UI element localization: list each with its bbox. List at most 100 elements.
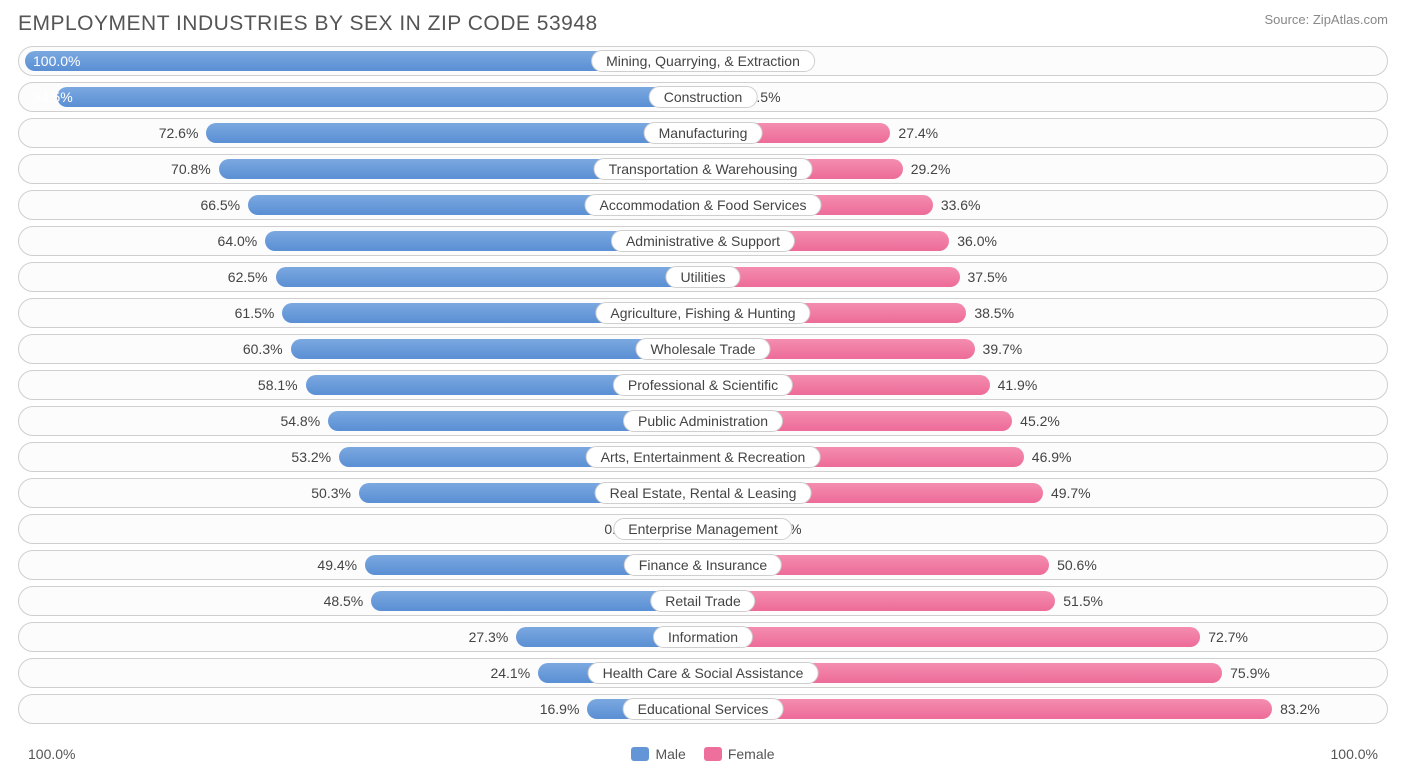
female-percent-label: 33.6% [941,197,981,213]
category-label: Enterprise Management [613,518,792,540]
female-percent-label: 39.7% [983,341,1023,357]
category-label: Retail Trade [650,590,755,612]
chart-row: Accommodation & Food Services 66.5% 33.6% [18,190,1388,220]
category-label: Information [653,626,753,648]
row-inner: Agriculture, Fishing & Hunting 61.5% 38.5% [19,299,1387,327]
female-percent-label: 50.6% [1057,557,1097,573]
male-bar [206,123,703,143]
row-inner: Utilities 62.5% 37.5% [19,263,1387,291]
chart-row: Professional & Scientific58.1%41.9% [18,370,1388,400]
male-percent-label: 94.5% [33,89,73,105]
chart-container: EMPLOYMENT INDUSTRIES BY SEX IN ZIP CODE… [0,0,1406,776]
female-percent-label: 49.7% [1051,485,1091,501]
female-percent-label: 37.5% [968,269,1008,285]
row-inner: Public Administration 54.8% 45.2% [19,407,1387,435]
female-percent-label: 27.4% [898,125,938,141]
legend-label: Male [655,746,685,762]
category-label: Health Care & Social Assistance [588,662,819,684]
male-percent-label: 53.2% [291,449,331,465]
row-inner: Mining, Quarrying, & Extraction100.0%0.0… [19,47,1387,75]
axis-left-label: 100.0% [28,746,75,762]
chart-row: Information 27.3% 72.7% [18,622,1388,652]
male-bar [57,87,703,107]
chart-row: Health Care & Social Assistance24.1%75.9… [18,658,1388,688]
male-percent-label: 62.5% [228,269,268,285]
row-inner: Educational Services 16.9% 83.2% [19,695,1387,723]
row-inner: Professional & Scientific58.1%41.9% [19,371,1387,399]
legend-item: Male [631,746,685,762]
male-percent-label: 70.8% [171,161,211,177]
legend-label: Female [728,746,775,762]
legend-swatch [704,747,722,761]
category-label: Arts, Entertainment & Recreation [586,446,821,468]
category-label: Real Estate, Rental & Leasing [595,482,812,504]
male-percent-label: 60.3% [243,341,283,357]
row-inner: Health Care & Social Assistance24.1%75.9… [19,659,1387,687]
male-percent-label: 16.9% [540,701,580,717]
row-inner: Enterprise Management0.0%0.0% [19,515,1387,543]
male-percent-label: 58.1% [258,377,298,393]
category-label: Construction [649,86,758,108]
row-inner: Real Estate, Rental & Leasing50.3%49.7% [19,479,1387,507]
male-percent-label: 48.5% [324,593,364,609]
male-bar [276,267,704,287]
category-label: Utilities [665,266,740,288]
category-label: Public Administration [623,410,783,432]
male-percent-label: 100.0% [33,53,80,69]
chart-row: Wholesale Trade60.3%39.7% [18,334,1388,364]
chart-row: Real Estate, Rental & Leasing50.3%49.7% [18,478,1388,508]
chart-row: Public Administration 54.8% 45.2% [18,406,1388,436]
chart-row: Mining, Quarrying, & Extraction100.0%0.0… [18,46,1388,76]
category-label: Manufacturing [644,122,763,144]
male-percent-label: 66.5% [200,197,240,213]
row-inner: Transportation & Warehousing 70.8% 29.2% [19,155,1387,183]
legend-item: Female [704,746,775,762]
chart-row: Utilities 62.5% 37.5% [18,262,1388,292]
chart-row: Transportation & Warehousing 70.8% 29.2% [18,154,1388,184]
female-percent-label: 72.7% [1208,629,1248,645]
category-label: Accommodation & Food Services [585,194,822,216]
chart-row: Arts, Entertainment & Recreation 53.2% 46.… [18,442,1388,472]
category-label: Educational Services [623,698,784,720]
category-label: Administrative & Support [611,230,795,252]
row-inner: Arts, Entertainment & Recreation 53.2% 46.… [19,443,1387,471]
female-percent-label: 51.5% [1063,593,1103,609]
male-percent-label: 54.8% [280,413,320,429]
row-inner: Manufacturing 72.6% 27.4% [19,119,1387,147]
chart-row: Administrative & Support 64.0% 36.0% [18,226,1388,256]
female-bar [703,627,1200,647]
chart-row: Manufacturing 72.6% 27.4% [18,118,1388,148]
female-bar [703,591,1055,611]
category-label: Agriculture, Fishing & Hunting [595,302,810,324]
category-label: Transportation & Warehousing [594,158,813,180]
female-percent-label: 38.5% [974,305,1014,321]
male-percent-label: 72.6% [159,125,199,141]
row-inner: Accommodation & Food Services 66.5% 33.6% [19,191,1387,219]
male-percent-label: 24.1% [490,665,530,681]
chart-rows: Mining, Quarrying, & Extraction100.0%0.0… [18,46,1388,734]
female-percent-label: 29.2% [911,161,951,177]
female-percent-label: 36.0% [957,233,997,249]
female-percent-label: 45.2% [1020,413,1060,429]
category-label: Mining, Quarrying, & Extraction [591,50,815,72]
legend-swatch [631,747,649,761]
row-inner: Wholesale Trade60.3%39.7% [19,335,1387,363]
row-inner: Construction94.5%5.5% [19,83,1387,111]
chart-row: Construction94.5%5.5% [18,82,1388,112]
female-percent-label: 46.9% [1032,449,1072,465]
row-inner: Retail Trade 48.5% 51.5% [19,587,1387,615]
male-percent-label: 64.0% [218,233,258,249]
female-bar [703,267,960,287]
male-percent-label: 61.5% [235,305,275,321]
female-percent-label: 41.9% [998,377,1038,393]
chart-row: Finance & Insurance49.4%50.6% [18,550,1388,580]
row-inner: Administrative & Support 64.0% 36.0% [19,227,1387,255]
row-inner: Information 27.3% 72.7% [19,623,1387,651]
chart-row: Enterprise Management0.0%0.0% [18,514,1388,544]
male-percent-label: 27.3% [469,629,509,645]
female-bar [703,699,1272,719]
chart-header: EMPLOYMENT INDUSTRIES BY SEX IN ZIP CODE… [18,12,1388,36]
axis-right-label: 100.0% [1331,746,1378,762]
chart-source: Source: ZipAtlas.com [1264,12,1388,27]
female-percent-label: 83.2% [1280,701,1320,717]
